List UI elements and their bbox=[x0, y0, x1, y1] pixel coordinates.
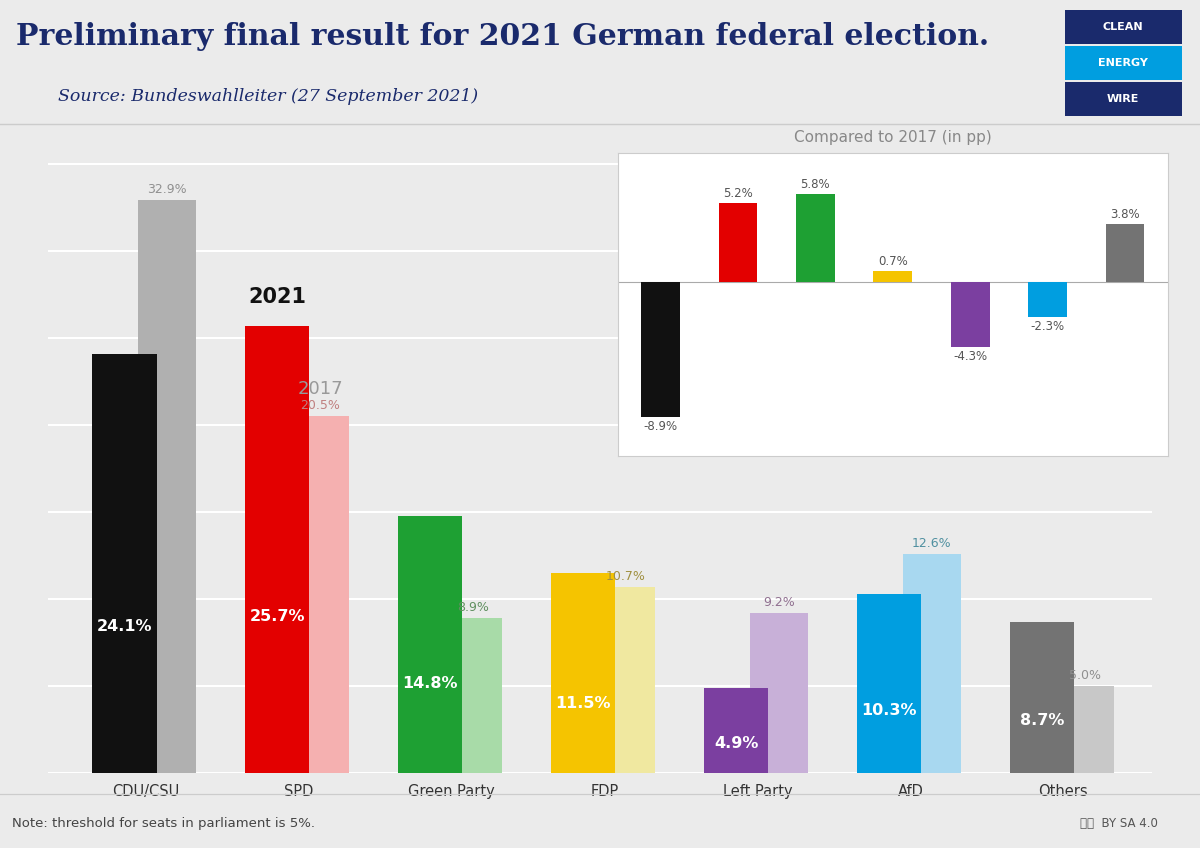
Text: 9.2%: 9.2% bbox=[763, 596, 794, 609]
Bar bbox=[1105, 224, 1145, 282]
Bar bbox=[551, 573, 616, 773]
Text: 5.8%: 5.8% bbox=[800, 177, 830, 191]
Bar bbox=[750, 613, 808, 773]
Text: Note: threshold for seats in parliament is 5%.: Note: threshold for seats in parliament … bbox=[12, 817, 314, 830]
Text: 12.6%: 12.6% bbox=[912, 537, 952, 550]
Text: ⒸⒷ  BY SA 4.0: ⒸⒷ BY SA 4.0 bbox=[1080, 817, 1158, 830]
Bar bbox=[292, 416, 349, 773]
Text: 4.9%: 4.9% bbox=[714, 736, 758, 751]
Bar bbox=[596, 587, 655, 773]
Bar bbox=[704, 688, 768, 773]
Text: WIRE: WIRE bbox=[1108, 94, 1139, 103]
Text: 2017: 2017 bbox=[298, 380, 343, 398]
Bar bbox=[1028, 282, 1067, 316]
Bar bbox=[1009, 622, 1074, 773]
Bar bbox=[444, 618, 502, 773]
Bar bbox=[641, 282, 680, 416]
Text: 25.7%: 25.7% bbox=[250, 609, 305, 624]
Bar bbox=[398, 516, 462, 773]
Text: 14.8%: 14.8% bbox=[402, 676, 458, 690]
Bar bbox=[92, 354, 156, 773]
Text: -8.9%: -8.9% bbox=[643, 420, 678, 432]
Text: 24.1%: 24.1% bbox=[97, 619, 152, 634]
Text: -4.3%: -4.3% bbox=[953, 350, 988, 363]
Bar bbox=[138, 200, 197, 773]
Bar bbox=[719, 203, 757, 282]
Text: Source: Bundeswahlleiter (27 September 2021): Source: Bundeswahlleiter (27 September 2… bbox=[58, 88, 478, 105]
Text: 10.3%: 10.3% bbox=[862, 703, 917, 718]
Text: 20.5%: 20.5% bbox=[300, 399, 340, 412]
Bar bbox=[950, 282, 990, 347]
FancyBboxPatch shape bbox=[1064, 81, 1182, 116]
Bar bbox=[796, 193, 835, 282]
Text: ENERGY: ENERGY bbox=[1098, 58, 1148, 68]
Text: 10.7%: 10.7% bbox=[606, 570, 646, 583]
Text: 5.0%: 5.0% bbox=[1069, 669, 1100, 682]
Text: 5.2%: 5.2% bbox=[724, 187, 752, 199]
Bar bbox=[902, 554, 961, 773]
Text: 11.5%: 11.5% bbox=[556, 695, 611, 711]
Text: 3.8%: 3.8% bbox=[1110, 208, 1140, 221]
Title: Compared to 2017 (in pp): Compared to 2017 (in pp) bbox=[794, 130, 991, 144]
Text: CLEAN: CLEAN bbox=[1103, 22, 1144, 32]
Text: 32.9%: 32.9% bbox=[148, 183, 187, 196]
Text: 8.9%: 8.9% bbox=[457, 601, 490, 614]
Bar bbox=[245, 326, 310, 773]
FancyBboxPatch shape bbox=[1064, 46, 1182, 80]
Text: Preliminary final result for 2021 German federal election.: Preliminary final result for 2021 German… bbox=[16, 21, 989, 51]
Text: 2021: 2021 bbox=[248, 287, 306, 307]
FancyBboxPatch shape bbox=[1064, 10, 1182, 44]
Bar bbox=[857, 594, 922, 773]
Text: -2.3%: -2.3% bbox=[1031, 320, 1064, 332]
Bar bbox=[874, 271, 912, 282]
Text: 8.7%: 8.7% bbox=[1020, 713, 1064, 728]
Text: 0.7%: 0.7% bbox=[878, 255, 907, 268]
Bar bbox=[1056, 686, 1114, 773]
